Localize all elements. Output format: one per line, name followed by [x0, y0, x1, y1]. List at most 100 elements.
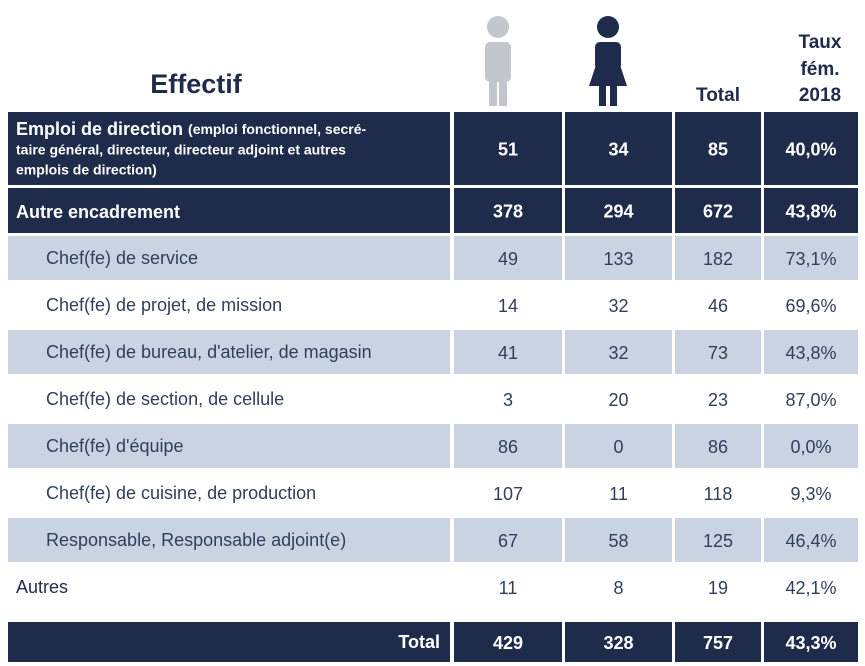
- cell-value: 86: [498, 437, 518, 457]
- row-note: emplois de direction): [16, 162, 157, 178]
- male-icon: [485, 16, 511, 106]
- cell-value: 67: [498, 531, 518, 551]
- note: (emploi fonctionnel, secré-: [188, 121, 366, 137]
- label-cell: [8, 424, 450, 468]
- value-cell: [454, 330, 562, 374]
- total-label: Total: [398, 632, 440, 652]
- value-cell: [565, 377, 672, 421]
- value-cell: [675, 188, 761, 233]
- label: Emploi de direction: [16, 119, 183, 139]
- value-cell: [675, 283, 761, 327]
- value-cell: [454, 112, 562, 185]
- cell-value: 51: [498, 139, 518, 159]
- total-header: Total: [696, 85, 740, 106]
- row-label: Responsable, Responsable adjoint(e): [46, 530, 346, 550]
- cell-value: 43,8%: [785, 343, 836, 363]
- value-cell: [565, 565, 672, 609]
- rate-header: fém.: [800, 59, 839, 80]
- cell-value: 125: [703, 531, 733, 551]
- rate-header: 2018: [799, 85, 841, 106]
- value-cell: [565, 188, 672, 233]
- row-label: Emploi de direction (emploi fonctionnel, …: [16, 119, 367, 139]
- cell-value: 20: [608, 390, 628, 410]
- cell-value: 43,3%: [785, 633, 836, 653]
- row-label: Chef(fe) d'équipe: [46, 436, 184, 456]
- cell-value: 8: [613, 578, 623, 598]
- value-cell: [565, 471, 672, 515]
- value-cell: [675, 471, 761, 515]
- label-cell: [8, 518, 450, 562]
- cell-value: 757: [703, 633, 733, 653]
- value-cell: [454, 565, 562, 609]
- cell-value: 34: [608, 139, 628, 159]
- cell-value: 14: [498, 296, 518, 316]
- cell-value: 86: [708, 437, 728, 457]
- value-cell: [454, 518, 562, 562]
- cell-value: 378: [493, 201, 523, 221]
- row-label: Chef(fe) de cuisine, de production: [46, 483, 316, 503]
- cell-value: 9,3%: [790, 484, 831, 504]
- value-cell: [675, 377, 761, 421]
- cell-value: 23: [708, 390, 728, 410]
- value-cell: [565, 236, 672, 280]
- cell-value: 49: [498, 249, 518, 269]
- cell-value: 73: [708, 343, 728, 363]
- cell-value: 85: [708, 139, 728, 159]
- row-label: Chef(fe) de projet, de mission: [46, 295, 282, 315]
- value-cell: [675, 565, 761, 609]
- value-cell: [454, 236, 562, 280]
- value-cell: [454, 377, 562, 421]
- value-cell: [764, 424, 858, 468]
- cell-value: 32: [608, 296, 628, 316]
- cell-value: 46: [708, 296, 728, 316]
- cell-value: 429: [493, 633, 523, 653]
- cell-value: 182: [703, 249, 733, 269]
- row-label: Autre encadrement: [16, 202, 180, 222]
- label-cell: [8, 283, 450, 327]
- cell-value: 133: [603, 249, 633, 269]
- cell-value: 0,0%: [790, 437, 831, 457]
- label-cell: [8, 112, 450, 185]
- cell-value: 11: [609, 484, 628, 504]
- row-label: Chef(fe) de section, de cellule: [46, 389, 284, 409]
- value-cell: [565, 283, 672, 327]
- value-cell: [565, 518, 672, 562]
- label-cell: [8, 330, 450, 374]
- cell-value: 328: [603, 633, 633, 653]
- row-note: taire général, directeur, directeur adjo…: [16, 142, 346, 158]
- value-cell: [454, 283, 562, 327]
- value-cell: [565, 112, 672, 185]
- cell-value: 118: [704, 484, 733, 504]
- rate-header: Taux: [799, 32, 842, 53]
- value-cell: [764, 377, 858, 421]
- cell-value: 42,1%: [785, 578, 836, 598]
- row-label: Chef(fe) de service: [46, 248, 198, 268]
- cell-value: 672: [703, 201, 733, 221]
- cell-value: 41: [498, 343, 518, 363]
- value-cell: [454, 622, 562, 662]
- value-cell: [565, 330, 672, 374]
- label-cell: [8, 565, 450, 609]
- cell-value: 46,4%: [785, 531, 836, 551]
- label-cell: [8, 622, 450, 662]
- value-cell: [764, 622, 858, 662]
- value-cell: [675, 112, 761, 185]
- cell-value: 294: [603, 201, 633, 221]
- cell-value: 43,8%: [785, 201, 836, 221]
- female-icon: [589, 16, 627, 106]
- label-cell: [8, 471, 450, 515]
- cell-value: 3: [503, 390, 513, 410]
- value-cell: [675, 330, 761, 374]
- value-cell: [675, 622, 761, 662]
- value-cell: [675, 424, 761, 468]
- value-cell: [764, 471, 858, 515]
- value-cell: [764, 188, 858, 233]
- value-cell: [454, 471, 562, 515]
- value-cell: [764, 283, 858, 327]
- cell-value: 19: [708, 578, 728, 598]
- value-cell: [764, 565, 858, 609]
- title: Effectif: [150, 69, 243, 99]
- row-label: Autres: [16, 577, 68, 597]
- cell-value: 73,1%: [785, 249, 836, 269]
